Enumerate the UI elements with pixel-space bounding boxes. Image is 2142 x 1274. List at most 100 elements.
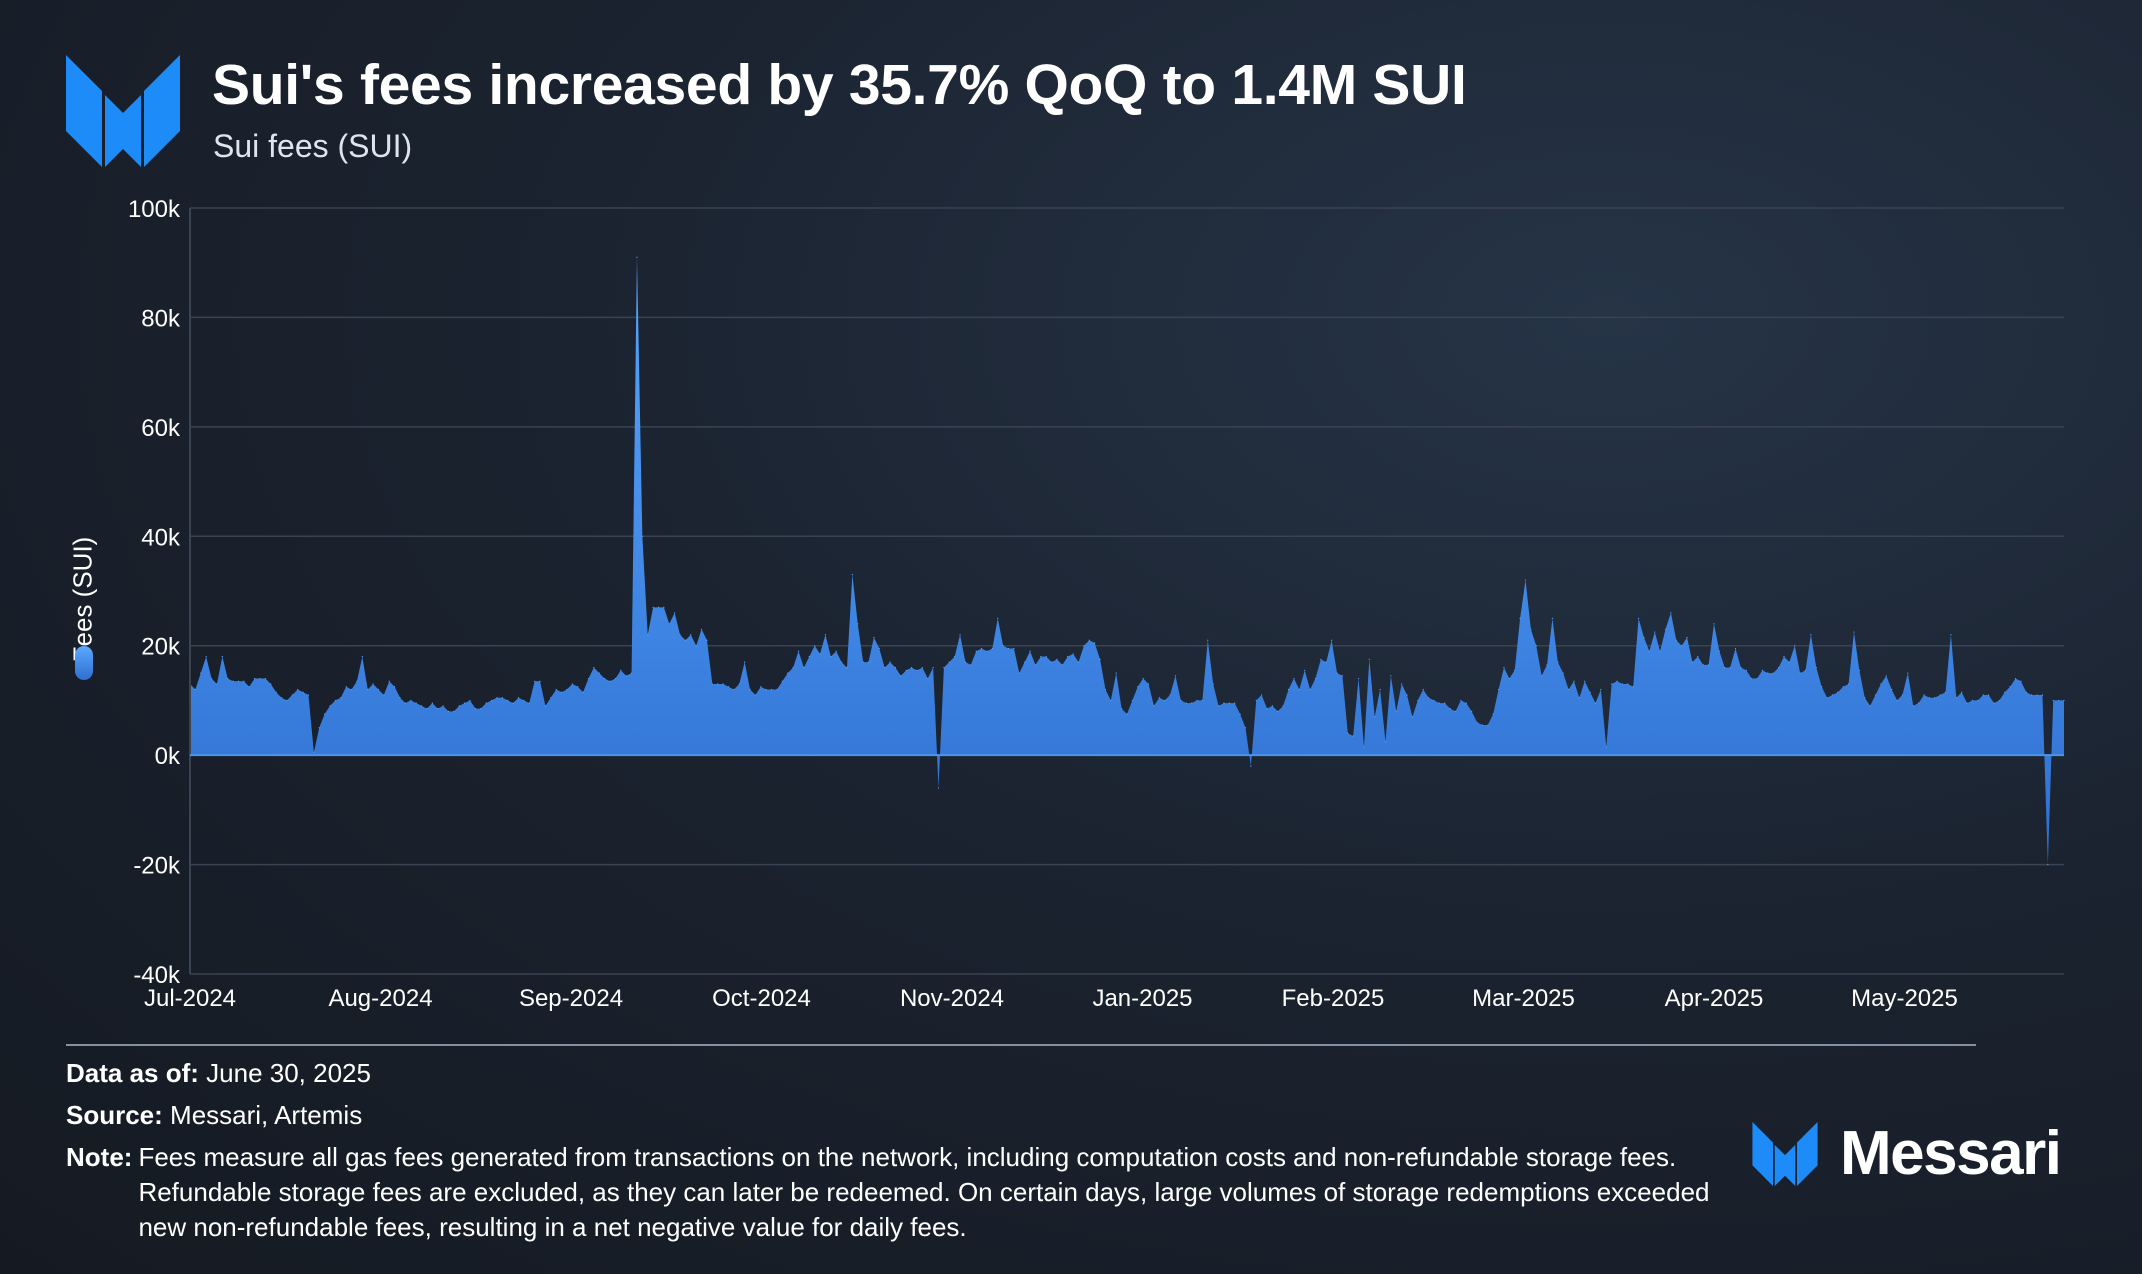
data-point [1212, 683, 1214, 685]
data-point [1045, 656, 1047, 658]
data-point [894, 667, 897, 669]
data-point [948, 661, 950, 663]
data-point [846, 667, 848, 669]
data-point [205, 656, 207, 658]
data-point [1955, 697, 1957, 699]
data-point [738, 683, 740, 685]
data-point [1654, 631, 1656, 633]
data-point [254, 677, 256, 680]
data-point [981, 647, 983, 650]
data-point [954, 656, 956, 658]
data-point [609, 680, 611, 682]
data-point [1998, 699, 2000, 702]
data-point [1982, 694, 1984, 696]
data-point [997, 617, 999, 619]
data-point [1605, 746, 1607, 748]
x-tick-label: Jan-2025 [1092, 985, 1192, 1012]
data-point [1158, 697, 1160, 699]
data-point [1352, 735, 1354, 737]
data-point [630, 672, 633, 674]
data-point [1648, 650, 1650, 652]
data-point [776, 688, 778, 691]
data-point [1578, 697, 1580, 699]
data-point [674, 612, 676, 614]
data-point [1821, 686, 1823, 688]
data-point [1918, 702, 1920, 704]
data-point [1185, 702, 1187, 704]
data-point [356, 680, 358, 682]
data-point [1541, 675, 1543, 677]
data-point [1072, 653, 1074, 655]
data-point [706, 639, 708, 641]
note-label: Note: [66, 1142, 133, 1172]
data-point [1804, 669, 1807, 671]
data-point [1196, 699, 1198, 702]
data-point [280, 697, 283, 699]
data-point [1681, 645, 1683, 647]
data-point [1761, 669, 1764, 671]
note-text: Fees measure all gas fees generated from… [138, 1142, 1710, 1242]
data-point [1164, 699, 1166, 702]
data-as-of-label: Data as of: [66, 1058, 199, 1088]
data-point [2036, 694, 2038, 696]
data-point [781, 680, 783, 682]
data-point [1029, 650, 1031, 652]
data-point [1519, 617, 1521, 619]
data-point [345, 686, 347, 688]
y-tick-label: 20k [141, 634, 181, 661]
data-point [1594, 702, 1597, 704]
data-point [1314, 677, 1317, 680]
data-point [964, 661, 967, 663]
note-line: Note: Fees measure all gas fees generate… [66, 1140, 1726, 1245]
data-point [318, 727, 320, 729]
data-point [1831, 694, 1834, 696]
data-point [625, 675, 627, 677]
x-tick-label: Oct-2024 [712, 985, 811, 1012]
data-point [1993, 702, 1995, 704]
data-point [1018, 672, 1020, 674]
data-point [1551, 617, 1554, 619]
data-point [1497, 688, 1500, 691]
data-point [550, 697, 552, 699]
data-point [512, 702, 514, 704]
data-point [227, 677, 229, 680]
data-point [458, 705, 460, 707]
data-point [1374, 716, 1376, 718]
data-point [1234, 702, 1236, 704]
data-point [571, 683, 573, 685]
data-point [1013, 647, 1015, 650]
data-point [1282, 705, 1284, 707]
data-point [523, 699, 525, 702]
data-point [873, 636, 875, 639]
data-point [1891, 688, 1893, 691]
data-point [1239, 713, 1241, 715]
data-point [1729, 667, 1731, 669]
data-point [1896, 699, 1898, 702]
data-point [1174, 675, 1177, 677]
data-point [614, 677, 617, 680]
data-point [2004, 691, 2006, 693]
data-point [555, 688, 557, 691]
data-point [1600, 688, 1602, 691]
data-point [1573, 680, 1575, 682]
data-point [1939, 694, 1941, 696]
data-point [1503, 667, 1505, 669]
data-point [889, 661, 891, 663]
data-point [1874, 694, 1877, 696]
data-point [840, 661, 843, 663]
data-point [297, 688, 299, 691]
x-tick-label: Nov-2024 [900, 985, 1004, 1012]
data-point [803, 667, 805, 669]
data-point [663, 606, 665, 609]
data-point [372, 683, 374, 685]
data-point [2058, 699, 2060, 702]
data-point [878, 647, 880, 650]
data-point [598, 672, 600, 674]
data-point [1912, 705, 1914, 707]
data-point [921, 667, 923, 669]
x-tick-label: May-2025 [1851, 985, 1958, 1012]
data-point [1492, 713, 1494, 715]
data-point [1584, 680, 1586, 682]
data-point [1002, 645, 1004, 647]
data-point [1169, 694, 1171, 696]
